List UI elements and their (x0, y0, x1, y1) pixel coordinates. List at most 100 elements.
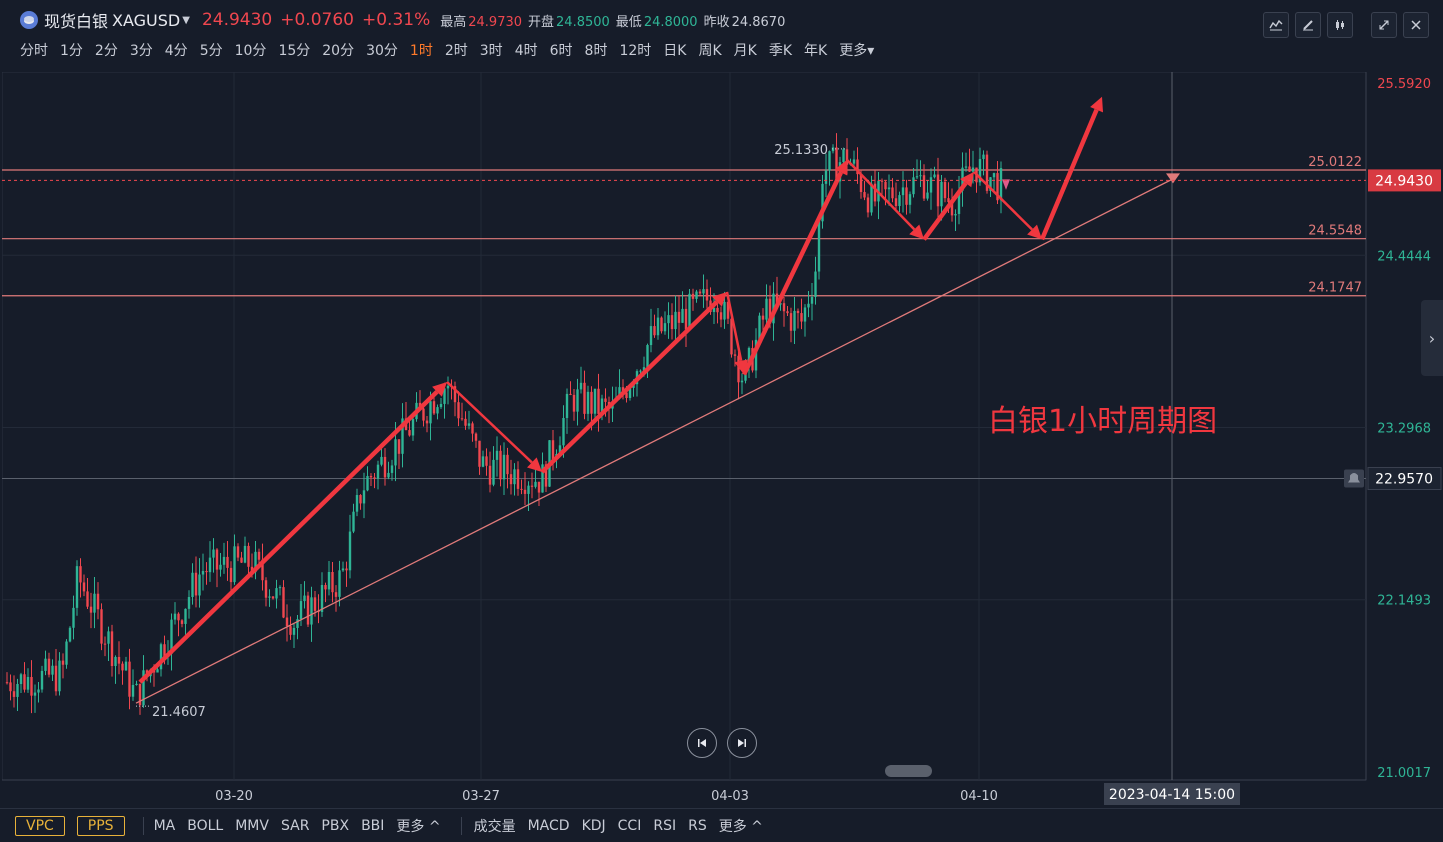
candle-body (23, 674, 26, 690)
candlestick-chart[interactable]: 25.5920 24.4444 23.2968 22.1493 21.0017 03-20… (1, 71, 1443, 812)
close-icon[interactable] (1403, 12, 1429, 38)
alert-bell-glyph (1348, 473, 1360, 483)
skip-back-icon[interactable] (687, 728, 717, 758)
candle-body (110, 631, 114, 667)
candle-body (695, 291, 698, 299)
symbol-name[interactable]: 现货白银 (44, 12, 109, 31)
period-tab[interactable]: 30分 (366, 43, 398, 59)
stat-label: 开盘 (528, 14, 555, 30)
period-tab[interactable]: 15分 (278, 43, 311, 59)
period-tab[interactable]: 2时 (444, 43, 468, 59)
candle-body (467, 423, 471, 426)
current-price-label: 24.9430 (1375, 173, 1433, 189)
sub-indicator-tab[interactable]: KDJ (581, 817, 606, 834)
candle-body (422, 408, 425, 421)
candle-body (775, 293, 779, 305)
period-tab[interactable]: 月K (733, 43, 757, 59)
sub-indicator-tab[interactable]: MACD (527, 817, 570, 834)
sub-indicator-tab[interactable]: RS (688, 817, 707, 834)
period-tab[interactable]: 4分 (164, 43, 188, 59)
main-indicator-tab[interactable]: PBX (321, 817, 350, 834)
period-tab[interactable]: 5分 (199, 43, 223, 59)
candle-body (117, 656, 121, 664)
candle-body (261, 559, 264, 581)
candle-body (219, 564, 222, 570)
expand-icon[interactable] (1371, 12, 1397, 38)
candle-body (268, 596, 271, 598)
candle-body (369, 475, 373, 478)
stat-value: 24.8670 (731, 14, 786, 30)
period-tab[interactable]: 3分 (129, 43, 153, 59)
candle-body (86, 591, 89, 607)
line-chart-icon[interactable] (1263, 12, 1289, 38)
candle-body (47, 658, 51, 675)
main-indicator-tab[interactable]: SAR (280, 817, 310, 834)
candle-body (282, 587, 285, 618)
candle-body (124, 661, 128, 671)
candle-body (432, 401, 436, 414)
candle-body (348, 531, 352, 571)
period-tab[interactable]: 10分 (234, 43, 267, 59)
candle-body (355, 495, 359, 512)
stat-value: 24.8500 (556, 14, 610, 30)
scroll-handle[interactable] (885, 765, 932, 777)
sub-indicator-tab[interactable]: CCI (617, 817, 642, 834)
candle-body (142, 670, 145, 706)
main-indicator-tab[interactable]: MMV (235, 817, 269, 834)
silver-logo-icon (20, 11, 38, 29)
sub-indicator-tab[interactable]: 更多 ^ (718, 818, 763, 835)
period-tab[interactable]: 6时 (549, 43, 573, 59)
candle-body (516, 469, 520, 489)
period-tab[interactable]: 季K (768, 43, 793, 59)
candle-body (992, 173, 996, 178)
trend-arrow-line (1039, 108, 1099, 241)
symbol-code[interactable]: XAGUSD (112, 10, 181, 30)
price-change: +0.0760 (280, 10, 354, 30)
period-tab[interactable]: 1分 (60, 43, 83, 59)
period-tab[interactable]: 8时 (584, 43, 608, 59)
candle-body (761, 315, 765, 320)
period-tab[interactable]: 2分 (94, 43, 118, 59)
trend-line-marker (1166, 173, 1180, 184)
period-tab[interactable]: 周K (698, 43, 722, 59)
sub-indicator-tab[interactable]: 成交量 (473, 818, 516, 835)
period-tab[interactable]: 更多▾ (839, 43, 875, 59)
period-tab[interactable]: 20分 (322, 43, 355, 59)
candle-body (663, 323, 667, 332)
draw-pen-icon[interactable] (1295, 12, 1321, 38)
trend-arrow-line (540, 300, 719, 474)
chevron-right-icon[interactable]: › (1421, 300, 1443, 376)
candle-body (922, 175, 926, 199)
candle-body (562, 418, 565, 446)
period-tab[interactable]: 12时 (619, 43, 652, 59)
trend-line[interactable] (135, 178, 1173, 704)
sub-indicator-tab[interactable]: RSI (653, 817, 677, 834)
candle-body (296, 619, 299, 628)
indicator-toggle-button[interactable]: VPC (15, 815, 65, 836)
main-indicator-tab[interactable]: MA (153, 817, 176, 834)
candle-body (170, 619, 173, 654)
period-tab[interactable]: 1时 (409, 43, 433, 59)
candle-body (985, 154, 989, 191)
period-tab[interactable]: 日K (663, 43, 687, 59)
period-tab[interactable]: 年K (804, 43, 828, 59)
candle-body (373, 477, 376, 479)
main-indicator-tab[interactable]: 更多 ^ (396, 818, 441, 835)
candlestick-icon[interactable] (1327, 12, 1353, 38)
chart-area[interactable]: 25.5920 24.4444 23.2968 22.1493 21.0017 03-20… (1, 71, 1443, 812)
x-tick-label: 03-27 (462, 789, 500, 804)
candle-body (156, 669, 159, 673)
skip-forward-icon[interactable] (727, 728, 757, 758)
main-indicator-tab[interactable]: BBI (361, 817, 385, 834)
candle-body (642, 367, 646, 371)
period-tab[interactable]: 4时 (514, 43, 538, 59)
crosshair-time-label: 2023-04-14 15:00 (1109, 787, 1235, 803)
indicator-toggle-button[interactable]: PPS (76, 815, 125, 836)
chevron-down-icon[interactable]: ▼ (182, 14, 190, 26)
divider (142, 816, 144, 835)
candle-body (586, 391, 590, 414)
period-tab[interactable]: 3时 (479, 43, 503, 59)
main-indicator-tab[interactable]: BOLL (187, 817, 224, 834)
period-tab[interactable]: 分时 (20, 43, 48, 59)
price-level-label: 24.1747 (1308, 281, 1362, 296)
